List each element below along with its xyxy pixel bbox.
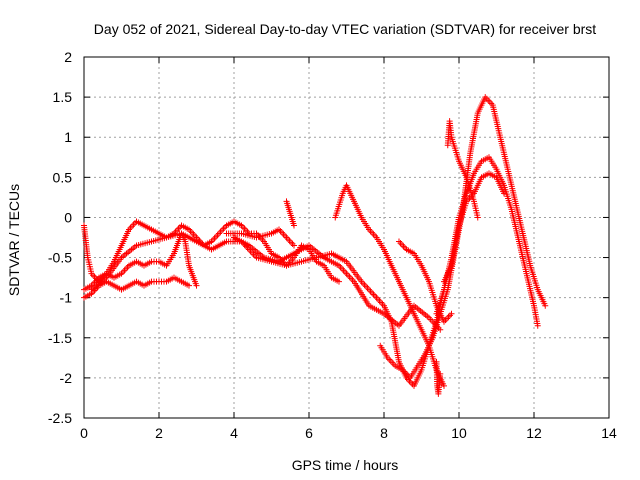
y-tick-label: 0 bbox=[64, 209, 72, 225]
y-tick-label: 2 bbox=[64, 49, 72, 65]
satellite-track-14 bbox=[433, 358, 444, 397]
data-point bbox=[291, 222, 297, 229]
satellite-track-3 bbox=[81, 274, 192, 301]
data-point bbox=[501, 190, 507, 197]
data-point bbox=[193, 282, 200, 289]
data-points bbox=[81, 94, 549, 397]
data-point bbox=[448, 310, 455, 317]
x-axis-label: GPS time / hours bbox=[292, 457, 399, 473]
data-point bbox=[534, 322, 541, 329]
x-tick-label: 8 bbox=[380, 425, 388, 441]
satellite-track-11 bbox=[433, 154, 541, 329]
y-tick-label: -1.5 bbox=[48, 330, 72, 346]
plot-frame bbox=[83, 56, 610, 419]
x-tick-label: 14 bbox=[601, 425, 617, 441]
x-tick-label: 10 bbox=[451, 425, 467, 441]
data-point bbox=[437, 326, 444, 333]
chart-title: Day 052 of 2021, Sidereal Day-to-day VTE… bbox=[94, 21, 596, 37]
satellite-track-6 bbox=[231, 234, 444, 333]
gridlines bbox=[84, 57, 609, 418]
y-tick-label: -2 bbox=[60, 370, 73, 386]
satellite-track-2 bbox=[81, 230, 200, 293]
data-point bbox=[441, 382, 447, 389]
data-point bbox=[291, 242, 297, 249]
y-tick-label: -2.5 bbox=[48, 410, 72, 426]
x-tick-label: 4 bbox=[230, 425, 238, 441]
x-tick-label: 6 bbox=[305, 425, 313, 441]
y-tick-label: 0.5 bbox=[53, 169, 73, 185]
x-tick-label: 2 bbox=[155, 425, 163, 441]
satellite-track-5 bbox=[223, 226, 297, 249]
y-axis-label: SDTVAR / TECUs bbox=[6, 184, 22, 296]
x-tick-label: 12 bbox=[526, 425, 542, 441]
satellite-track-13 bbox=[444, 118, 481, 221]
data-point bbox=[474, 214, 481, 221]
y-tick-label: -1 bbox=[60, 290, 73, 306]
x-tick-label: 0 bbox=[80, 425, 88, 441]
data-point bbox=[186, 282, 192, 289]
satellite-track-7 bbox=[283, 198, 297, 229]
y-tick-label: 1 bbox=[64, 129, 72, 145]
y-tick-label: 1.5 bbox=[53, 89, 73, 105]
data-point bbox=[437, 370, 444, 377]
data-point bbox=[542, 302, 549, 309]
data-point bbox=[336, 278, 342, 285]
axis-ticks: 0 2 4 6 8 10 12 14 2 1.5 1 0.5 0 -0.5 -1 -1.5 -2 -2.5 bbox=[48, 49, 617, 441]
y-tick-label: -0.5 bbox=[48, 250, 72, 266]
